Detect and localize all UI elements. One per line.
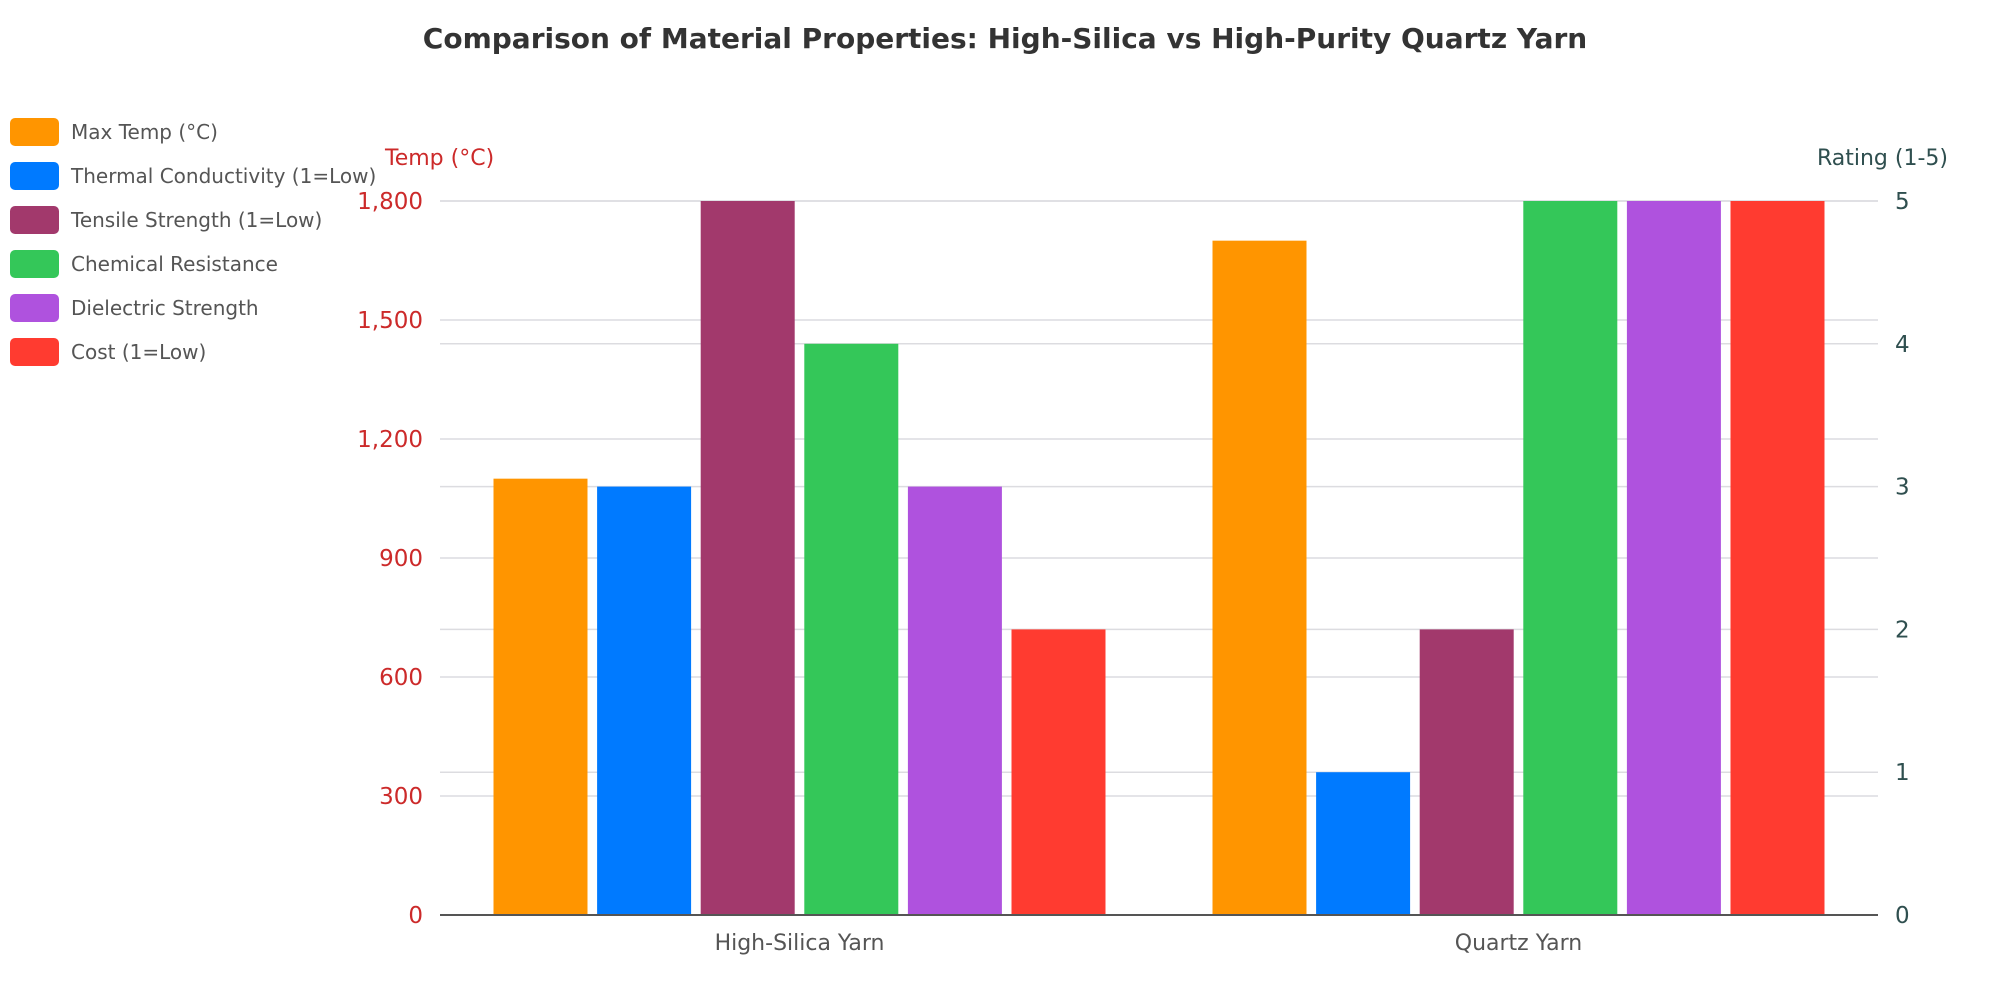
bar: [907, 486, 1002, 915]
legend-item[interactable]: Tensile Strength (1=Low): [10, 198, 376, 242]
legend-label: Max Temp (°C): [71, 120, 218, 144]
y-left-tick-label: 900: [379, 546, 423, 572]
y-right-axis-title: Rating (1-5): [1817, 146, 1948, 171]
y-left-tick-label: 1,500: [357, 308, 423, 334]
y-right-tick-label: 3: [1895, 475, 1910, 501]
legend-swatch: [10, 294, 59, 322]
bar: [1212, 240, 1307, 915]
legend-item[interactable]: Thermal Conductivity (1=Low): [10, 154, 376, 198]
legend: Max Temp (°C) Thermal Conductivity (1=Low…: [10, 110, 376, 374]
y-left-tick-label: 300: [379, 784, 423, 810]
bar: [1316, 772, 1411, 915]
y-right-tick-label: 5: [1895, 189, 1910, 215]
bar: [597, 486, 692, 915]
bar: [493, 478, 588, 915]
bar: [700, 201, 795, 915]
y-left-tick-label: 1,200: [357, 427, 423, 453]
bar: [1626, 201, 1721, 915]
bar: [1523, 201, 1618, 915]
legend-swatch: [10, 206, 59, 234]
legend-item[interactable]: Chemical Resistance: [10, 242, 376, 286]
bar: [1730, 201, 1825, 915]
legend-item[interactable]: Cost (1=Low): [10, 330, 376, 374]
legend-label: Chemical Resistance: [71, 252, 278, 276]
y-right-tick-label: 0: [1895, 903, 1910, 929]
x-tick-label: Quartz Yarn: [1455, 931, 1582, 956]
legend-label: Tensile Strength (1=Low): [71, 208, 323, 232]
x-tick-label: High-Silica Yarn: [715, 931, 885, 956]
bar: [804, 343, 899, 915]
bar: [1011, 629, 1106, 915]
legend-label: Thermal Conductivity (1=Low): [71, 164, 377, 188]
legend-label: Dielectric Strength: [71, 296, 259, 320]
bar: [1419, 629, 1514, 915]
legend-label: Cost (1=Low): [71, 340, 207, 364]
legend-swatch: [10, 118, 59, 146]
y-right-tick-label: 1: [1895, 760, 1910, 786]
legend-item[interactable]: Max Temp (°C): [10, 110, 376, 154]
y-right-tick-label: 4: [1895, 332, 1910, 358]
y-left-axis-title: Temp (°C): [384, 146, 494, 171]
legend-swatch: [10, 162, 59, 190]
y-right-tick-label: 2: [1895, 617, 1910, 643]
legend-item[interactable]: Dielectric Strength: [10, 286, 376, 330]
y-left-tick-label: 600: [379, 665, 423, 691]
legend-swatch: [10, 338, 59, 366]
y-left-tick-label: 0: [408, 903, 423, 929]
y-left-tick-label: 1,800: [357, 189, 423, 215]
legend-swatch: [10, 250, 59, 278]
chart-title: Comparison of Material Properties: High-…: [422, 22, 1588, 55]
